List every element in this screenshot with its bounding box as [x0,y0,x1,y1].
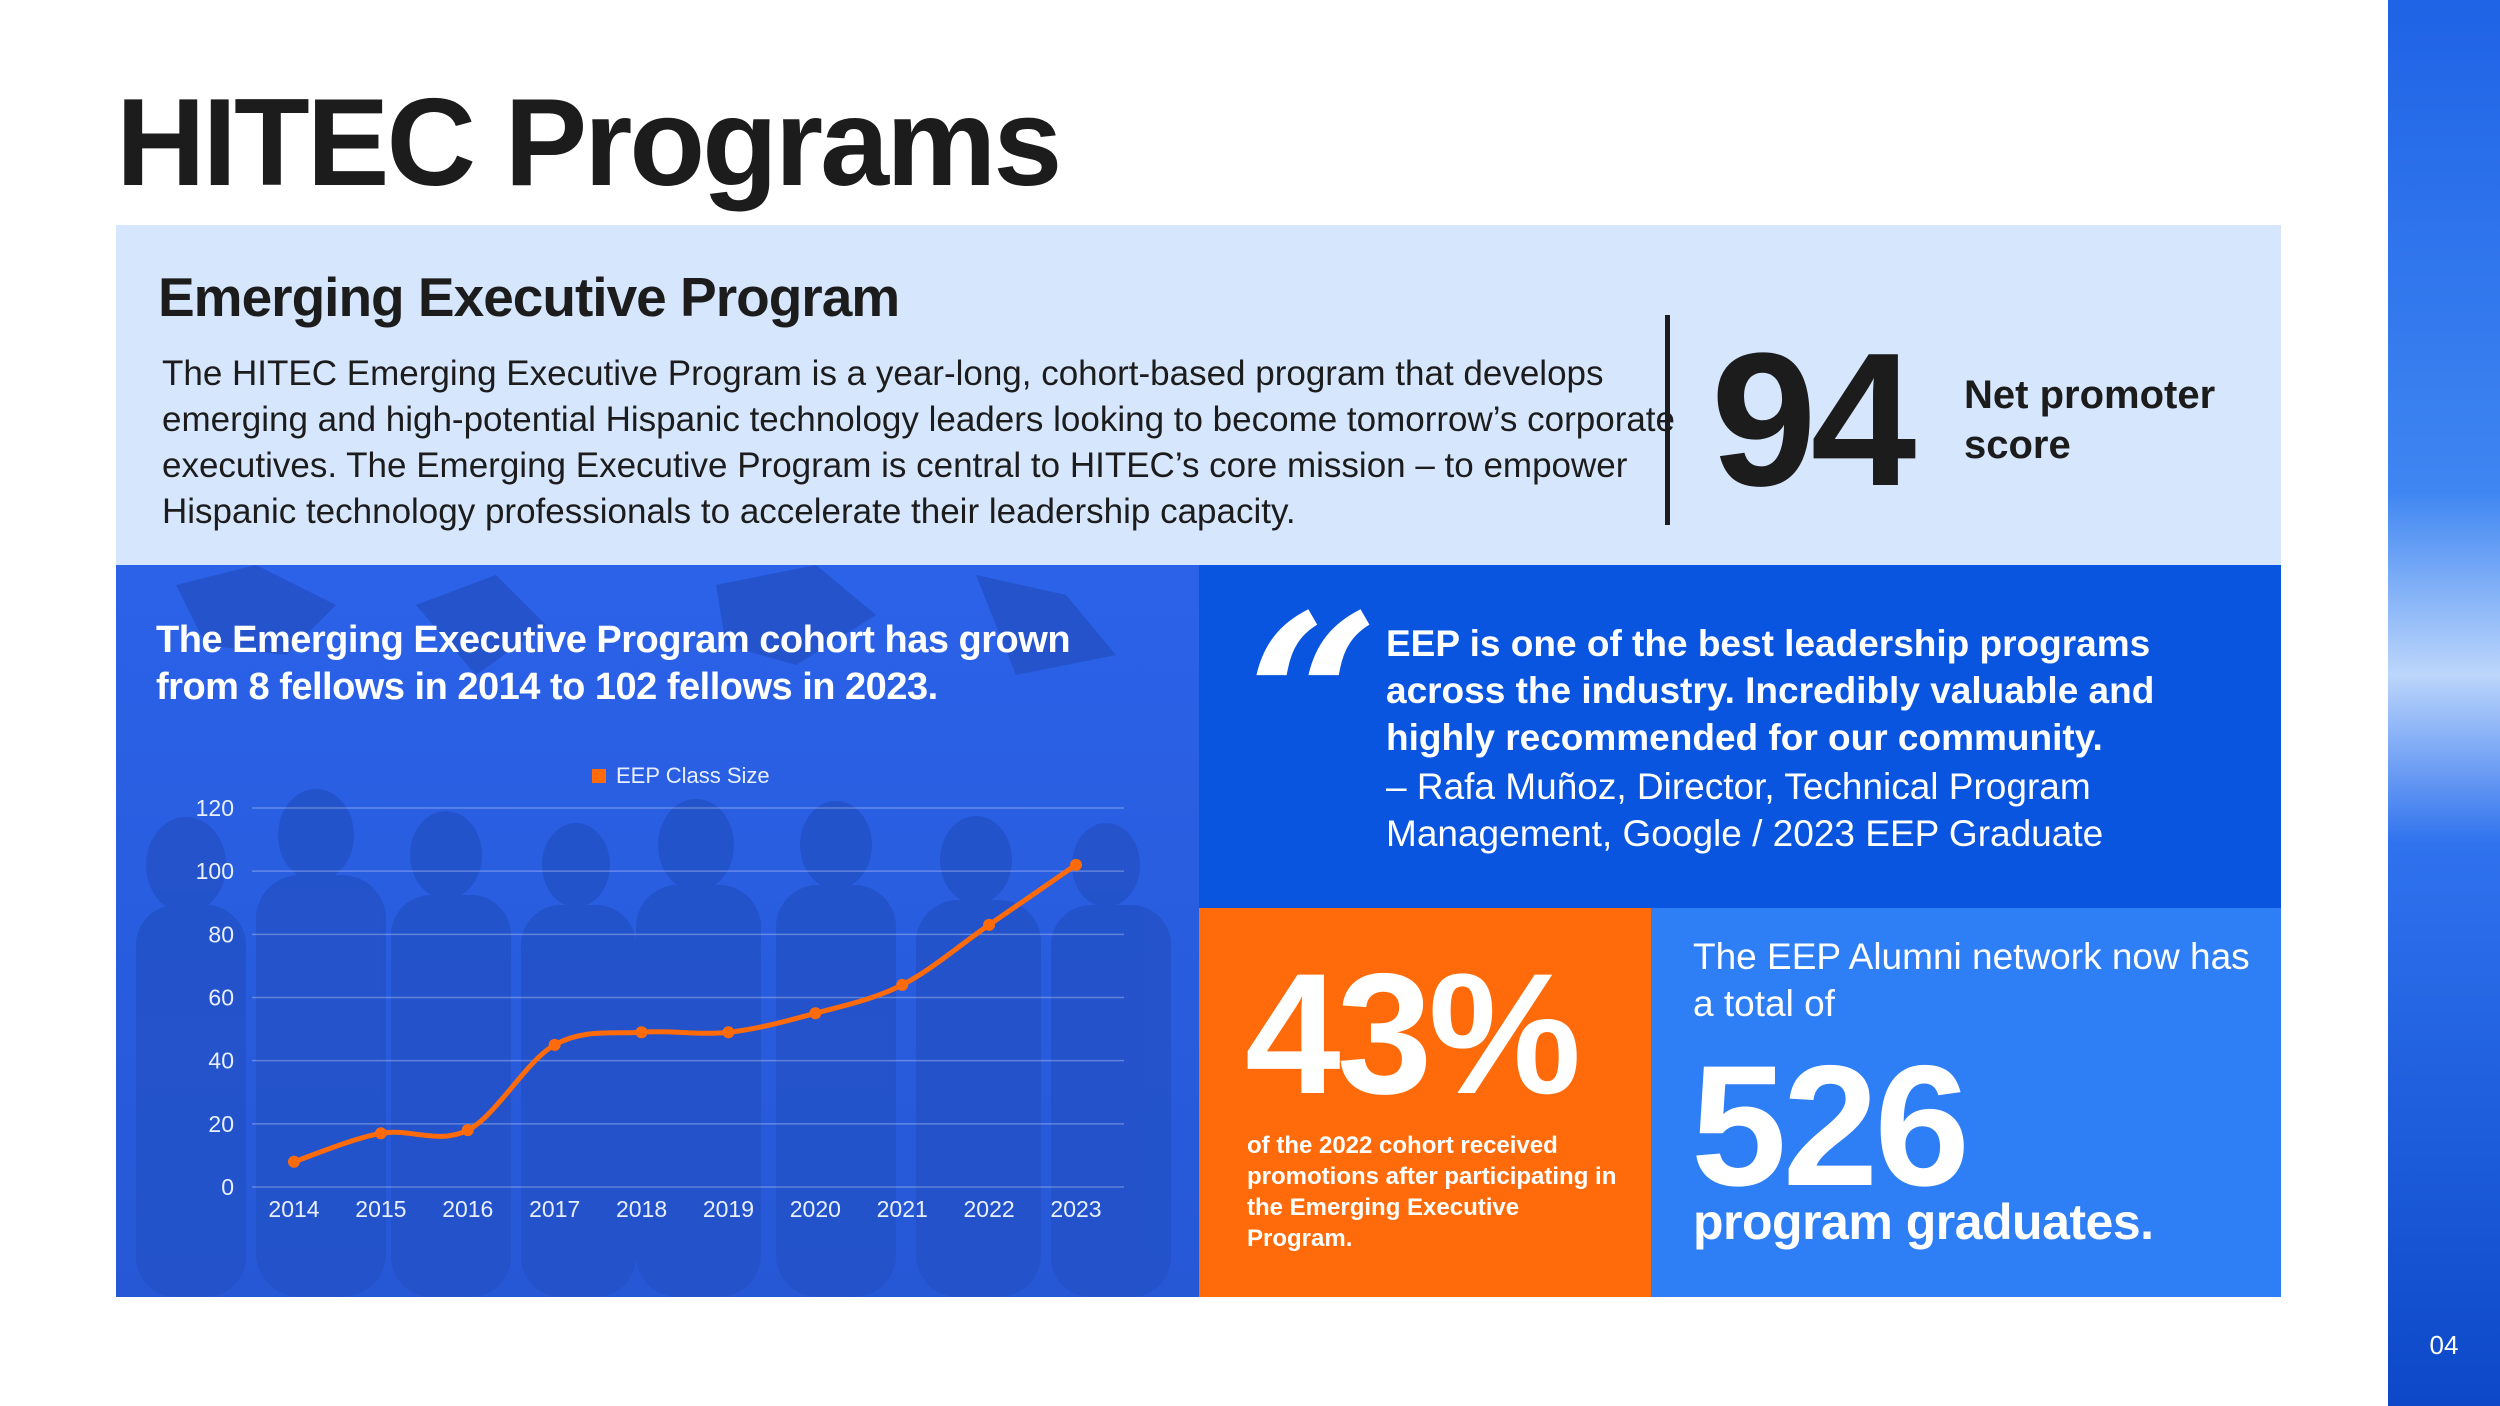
alumni-intro: The EEP Alumni network now has a total o… [1693,936,2250,1024]
legend-swatch [592,769,606,783]
data-point [548,1038,561,1051]
vertical-divider [1665,315,1670,525]
nps-value: 94 [1711,314,1916,526]
slide-title: HITEC Programs [116,74,1062,212]
x-tick-label: 2022 [964,1196,1015,1222]
y-tick-label: 20 [208,1111,234,1137]
x-tick-label: 2016 [442,1196,493,1222]
data-point [722,1026,735,1039]
quote-text: EEP is one of the best leadership progra… [1386,623,2155,758]
x-tick-label: 2017 [529,1196,580,1222]
y-tick-label: 0 [221,1174,234,1200]
x-tick-label: 2014 [268,1196,319,1222]
data-point [896,978,909,991]
legend-label: EEP Class Size [616,763,770,788]
nps-label: Net promoter score [1964,373,2216,467]
growth-chart-panel: The Emerging Executive Program cohort ha… [116,565,1199,1297]
data-point [983,918,996,931]
y-tick-label: 80 [208,921,234,947]
alumni-stat-panel: The EEP Alumni network now has a total o… [1651,908,2281,1297]
data-point [288,1155,300,1168]
side-accent-bar [2388,0,2500,1406]
x-tick-label: 2018 [616,1196,667,1222]
promotion-percentage: 43% [1245,938,1581,1130]
data-point [1070,858,1082,871]
y-tick-label: 100 [196,858,234,884]
program-description: The HITEC Emerging Executive Program is … [162,354,1675,531]
y-tick-label: 60 [208,985,234,1011]
testimonial-panel: “ EEP is one of the best leadership prog… [1199,565,2281,908]
x-tick-label: 2021 [877,1196,928,1222]
alumni-count: 526 [1691,1030,1970,1222]
alumni-label: program graduates. [1693,1194,2154,1250]
promotion-stat-panel: 43% of the 2022 cohort received promotio… [1199,908,1651,1297]
x-tick-label: 2023 [1050,1196,1101,1222]
eep-class-size-line-chart: 0 20 40 60 80 100 120 2014 2015 2016 2017 2018 2019 2… [196,763,1124,1222]
background-photo-silhouettes [116,565,1199,1297]
series-line [291,862,1079,1165]
x-tick-label: 2015 [355,1196,406,1222]
data-point [635,1026,648,1039]
program-overview-panel: Emerging Executive Program The HITEC Eme… [116,225,2281,565]
quote-mark-icon: “ [1247,565,1380,835]
y-tick-label: 120 [196,795,234,821]
data-point [374,1127,387,1140]
data-point [461,1124,474,1137]
page-number: 04 [2429,1330,2459,1360]
quote-author: – Rafa Muñoz, Director, Technical Progra… [1386,766,2104,854]
y-tick-label: 40 [208,1048,234,1074]
program-title: Emerging Executive Program [158,266,900,328]
promotion-caption: of the 2022 cohort received promotions a… [1247,1132,1617,1252]
x-tick-label: 2019 [703,1196,754,1222]
x-tick-label: 2020 [790,1196,841,1222]
growth-headline: The Emerging Executive Program cohort ha… [156,619,1071,708]
data-point [809,1007,822,1020]
